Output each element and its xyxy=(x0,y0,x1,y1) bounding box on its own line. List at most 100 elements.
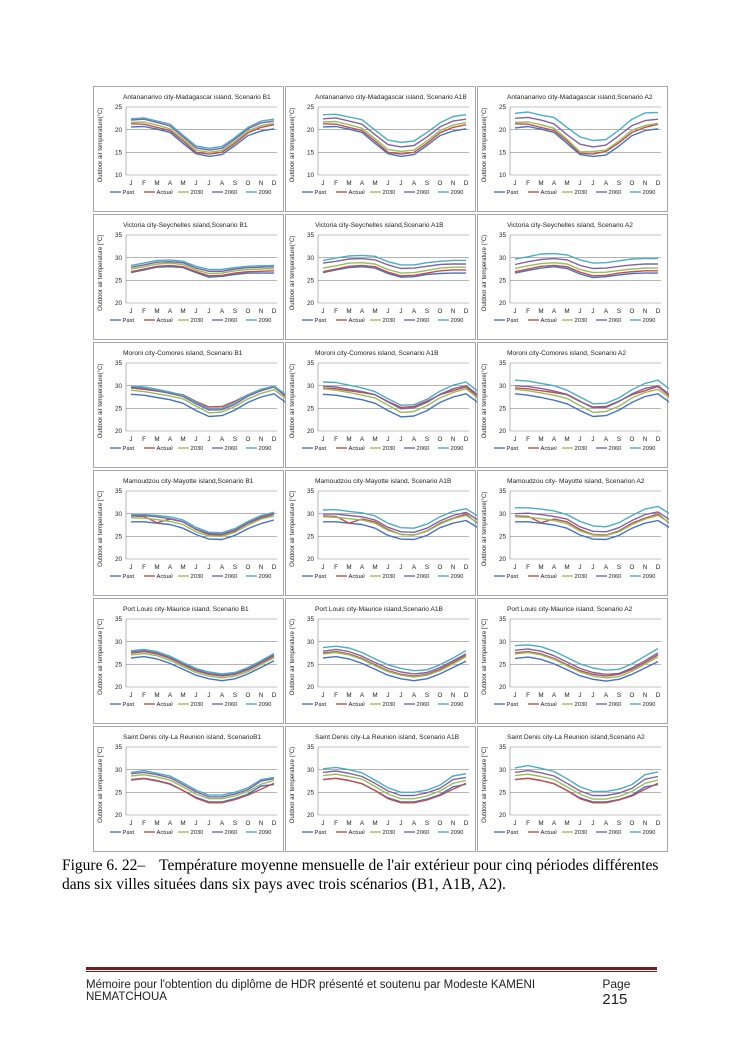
x-tick-label: S xyxy=(233,180,237,187)
x-tick-label: O xyxy=(630,564,635,571)
x-tick-label: A xyxy=(220,180,225,187)
x-tick-label: N xyxy=(643,180,648,187)
x-tick-label: M xyxy=(564,692,569,699)
x-tick-label: M xyxy=(372,180,377,187)
legend-label: Past xyxy=(315,446,327,452)
chart-svg: Antananarivo city-Madagascar island, Sce… xyxy=(290,94,469,196)
legend-label: 2090 xyxy=(259,190,272,196)
y-axis-label: Outdoor air temperature [°C] xyxy=(98,491,104,567)
legend-label: 2060 xyxy=(225,574,238,580)
x-tick-label: J xyxy=(578,308,581,315)
x-tick-label: D xyxy=(464,692,469,699)
chart-panel: Saint Denis city-La Reunion island, Scen… xyxy=(285,726,476,852)
x-tick-label: F xyxy=(526,820,530,827)
series-line-2090 xyxy=(515,505,669,528)
x-tick-label: J xyxy=(591,692,594,699)
series-line-2060 xyxy=(514,385,669,409)
legend-label: 2060 xyxy=(417,190,430,196)
x-tick-label: N xyxy=(259,308,264,315)
y-tick-label: 25 xyxy=(115,406,123,413)
y-tick-label: 25 xyxy=(307,104,315,111)
y-tick-label: 25 xyxy=(307,790,315,797)
x-tick-label: J xyxy=(399,308,402,315)
chart-panel: Victoria city-Seychelles island,Scenario… xyxy=(285,214,476,340)
x-tick-label: A xyxy=(604,692,609,699)
x-tick-label: S xyxy=(617,820,621,827)
x-tick-label: O xyxy=(438,692,443,699)
x-tick-label: S xyxy=(617,436,621,443)
chart-title: Mamoudzou city- Mayotte island, Scenario… xyxy=(507,478,645,485)
legend-label: 2030 xyxy=(191,702,204,708)
series-line-2060 xyxy=(130,261,275,272)
y-tick-label: 30 xyxy=(499,383,507,390)
series-line-past xyxy=(322,266,466,278)
series-line-actuel xyxy=(514,385,669,408)
chart-title: Antananarivo city-Madagascar island, Sce… xyxy=(315,94,467,101)
x-tick-label: D xyxy=(272,820,277,827)
x-tick-label: J xyxy=(129,564,132,571)
figure-caption-label: Figure 6. 22– xyxy=(62,857,146,874)
x-tick-label: J xyxy=(513,308,516,315)
x-tick-label: D xyxy=(656,564,661,571)
x-tick-label: F xyxy=(142,564,146,571)
series-line-2090 xyxy=(322,254,466,266)
x-tick-label: J xyxy=(513,692,516,699)
legend-label: Actual xyxy=(541,830,557,836)
x-tick-label: J xyxy=(578,692,581,699)
legend-label: 2060 xyxy=(609,318,622,324)
x-tick-label: M xyxy=(538,820,543,827)
legend-label: Past xyxy=(123,190,135,196)
x-tick-label: F xyxy=(334,308,338,315)
y-tick-label: 35 xyxy=(115,616,123,623)
x-tick-label: J xyxy=(591,820,594,827)
x-tick-label: M xyxy=(564,564,569,571)
y-axis-label: Outdoor air temperature [°C] xyxy=(290,491,296,567)
x-tick-label: M xyxy=(346,564,351,571)
x-tick-label: J xyxy=(591,180,594,187)
legend-label: Actual xyxy=(157,702,173,708)
x-tick-label: M xyxy=(346,436,351,443)
x-tick-label: N xyxy=(259,692,264,699)
chart-svg: Mamoudzou city-Mayotte island, Scenario … xyxy=(290,478,477,580)
series-line-past xyxy=(323,519,477,541)
chart-title: Saint Denis city-La Reunion island, Scen… xyxy=(123,734,262,741)
x-tick-label: J xyxy=(578,820,581,827)
chart-panel: Antananarivo city-Madagascar island, Sce… xyxy=(285,86,476,212)
x-tick-label: M xyxy=(538,564,543,571)
y-tick-label: 35 xyxy=(307,744,315,751)
x-tick-label: A xyxy=(604,308,609,315)
series-line-past xyxy=(515,519,669,541)
chart-svg: Moroni city-Comores island, Scenario A2 O… xyxy=(482,350,669,452)
legend-label: Actual xyxy=(541,574,557,580)
y-tick-label: 20 xyxy=(499,428,507,435)
series-line-2030 xyxy=(130,262,275,275)
y-tick-label: 25 xyxy=(499,278,507,285)
y-tick-label: 20 xyxy=(499,812,507,819)
series-line-2090 xyxy=(130,648,275,675)
y-tick-label: 25 xyxy=(307,534,315,541)
legend-label: 2090 xyxy=(259,446,272,452)
x-tick-label: F xyxy=(526,308,530,315)
series-line-past xyxy=(322,655,467,682)
y-tick-label: 20 xyxy=(499,684,507,691)
legend-label: Past xyxy=(123,574,135,580)
x-tick-label: N xyxy=(259,180,264,187)
x-tick-label: M xyxy=(154,692,159,699)
legend-label: Actual xyxy=(349,574,365,580)
y-tick-label: 25 xyxy=(499,790,507,797)
x-tick-label: J xyxy=(578,180,581,187)
y-tick-label: 30 xyxy=(307,383,315,390)
x-tick-label: J xyxy=(194,564,197,571)
series-line-actual xyxy=(322,264,466,277)
legend-label: 2090 xyxy=(259,574,272,580)
series-line-2090 xyxy=(514,252,658,264)
legend-label: Past xyxy=(507,702,519,708)
series-line-actual xyxy=(514,777,659,804)
x-tick-label: M xyxy=(564,436,569,443)
chart-title: Mamoudzou city-Mayotte island,Scenario B… xyxy=(123,478,254,485)
y-axis-label: Outdoor air temperature (°C) xyxy=(290,747,296,823)
x-tick-label: M xyxy=(538,180,543,187)
series-line-2060 xyxy=(130,650,275,676)
chart-panel: Saint Denis city-La Reunion island,Scena… xyxy=(477,726,668,852)
legend-label: 2090 xyxy=(451,702,464,708)
